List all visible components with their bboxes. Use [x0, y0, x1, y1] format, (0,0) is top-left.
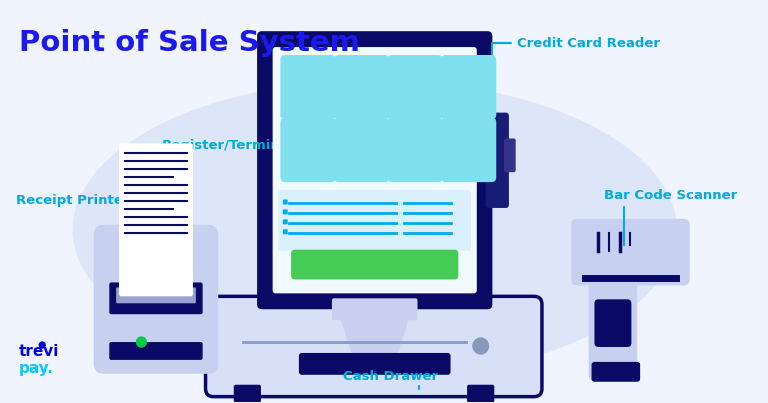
Ellipse shape [73, 81, 676, 379]
FancyBboxPatch shape [283, 199, 288, 204]
Text: Cash Drawer: Cash Drawer [343, 370, 438, 389]
FancyBboxPatch shape [299, 353, 451, 375]
Circle shape [137, 337, 146, 347]
FancyBboxPatch shape [109, 342, 203, 360]
FancyBboxPatch shape [387, 55, 443, 120]
FancyBboxPatch shape [283, 210, 288, 214]
FancyBboxPatch shape [467, 385, 495, 403]
FancyBboxPatch shape [280, 118, 336, 182]
FancyBboxPatch shape [441, 118, 496, 182]
FancyBboxPatch shape [441, 55, 496, 120]
FancyBboxPatch shape [206, 296, 542, 397]
Text: pay.: pay. [19, 361, 54, 376]
FancyBboxPatch shape [332, 298, 418, 320]
Text: Bar Code Scanner: Bar Code Scanner [604, 189, 737, 245]
FancyBboxPatch shape [387, 118, 443, 182]
FancyBboxPatch shape [279, 190, 471, 251]
FancyBboxPatch shape [591, 362, 641, 382]
Text: trevi: trevi [19, 344, 59, 359]
FancyBboxPatch shape [504, 139, 515, 172]
Text: Receipt Printer: Receipt Printer [16, 193, 145, 262]
FancyBboxPatch shape [291, 250, 458, 279]
FancyBboxPatch shape [571, 219, 690, 285]
Text: Credit Card Reader: Credit Card Reader [492, 37, 660, 106]
Text: Point of Sale System: Point of Sale System [19, 29, 359, 57]
FancyBboxPatch shape [116, 287, 196, 303]
FancyBboxPatch shape [334, 55, 389, 120]
FancyBboxPatch shape [273, 47, 477, 293]
FancyBboxPatch shape [280, 55, 336, 120]
FancyBboxPatch shape [588, 270, 637, 381]
FancyBboxPatch shape [485, 112, 509, 208]
Circle shape [473, 338, 488, 354]
FancyBboxPatch shape [94, 225, 218, 374]
FancyBboxPatch shape [109, 283, 203, 314]
Text: Register/Terminal: Register/Terminal [162, 139, 294, 167]
FancyBboxPatch shape [594, 299, 631, 347]
FancyBboxPatch shape [119, 143, 193, 296]
FancyBboxPatch shape [257, 31, 492, 309]
Polygon shape [336, 304, 414, 359]
FancyBboxPatch shape [233, 385, 261, 403]
FancyBboxPatch shape [334, 118, 389, 182]
Circle shape [39, 342, 45, 348]
FancyBboxPatch shape [283, 219, 288, 224]
FancyBboxPatch shape [283, 229, 288, 234]
